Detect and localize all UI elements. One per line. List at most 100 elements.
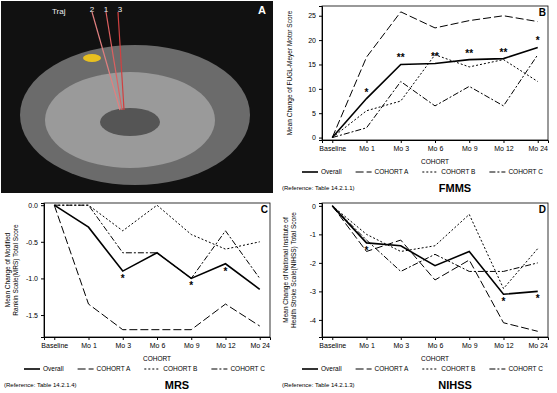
image-label: 2 [90,5,95,14]
legend-label: COHORT A [97,365,131,372]
legend-entry: COHORT C [211,365,265,372]
y-tick: 25 [308,12,322,19]
x-tick-label: Mo 24 [528,342,548,349]
x-tick: Mo 3 [393,337,409,349]
x-tick: Baseline [319,140,346,152]
y-tick-mark [319,206,322,207]
legend-entry: COHORT B [144,365,197,372]
x-tick: Mo 1 [359,337,375,349]
legend-title: COHORT [421,158,449,165]
legend-entry: COHORT A [78,365,131,372]
y-axis-title: Mean Change of ModifiedRankin Scale(MRS)… [4,224,20,316]
y-tick-mark [41,205,44,206]
legend-label: COHORT B [441,365,475,372]
x-axis-line [323,338,549,341]
legend-swatch [211,369,227,370]
x-tick: Mo 6 [150,337,166,349]
x-tick-mark [401,337,402,340]
series-line [332,206,537,294]
series-group [332,12,537,138]
x-tick-label: Mo 1 [359,145,375,152]
y-axis-line [319,204,323,338]
legend-swatch [422,172,438,173]
x-tick: Mo 12 [494,337,514,349]
annotation: * [365,245,369,256]
annotation: * [536,293,540,304]
legend-swatch [489,369,505,370]
y-axis: 0.0-0.5-1.0-1.5 [26,202,45,338]
series-line [332,206,537,272]
y-tick-label: 10 [308,86,316,93]
legend-entry: COHORT A [356,365,409,372]
legend-label: COHORT A [375,168,409,175]
legend-entry: Overall [302,365,342,372]
x-tick-label: Mo 9 [184,342,200,349]
x-tick: Mo 24 [528,337,548,349]
x-tick-label: Mo 1 [359,342,375,349]
trajectory [118,12,124,110]
y-axis-line [319,7,323,141]
x-axis-line [323,141,549,144]
x-tick: Mo 1 [359,140,375,152]
y-tick-mark [319,291,322,292]
plot: 0-1-2-3-4BaselineMo 1Mo 3Mo 6Mo 9Mo 12Mo… [310,203,549,349]
x-tick-mark [367,140,368,143]
y-axis-title: Mean Change of FUGL-Meyer Motor Score [286,10,294,135]
y-tick-label: 25 [308,12,316,19]
y-axis-line [41,204,45,338]
x-axis: BaselineMo 1Mo 3Mo 6Mo 9Mo 12Mo 24 [41,337,270,349]
x-tick-label: Mo 12 [494,342,514,349]
y-tick-label: 15 [308,61,316,68]
y-tick: -3 [310,288,322,295]
y-tick-label: -3 [310,288,316,295]
series-line [332,55,537,138]
series-line [332,206,537,331]
x-tick: Mo 24 [528,140,548,152]
x-tick: Mo 9 [184,337,200,349]
legend-swatch [302,171,318,173]
annotation: ** [465,48,473,59]
legend-entry: COHORT B [422,168,475,175]
x-tick-label: Mo 1 [81,342,97,349]
legend-swatch [302,368,318,370]
y-tick: -2 [310,260,322,267]
plot: 0510152025BaselineMo 1Mo 3Mo 6Mo 9Mo 12M… [308,6,548,152]
y-tick-mark [41,242,44,243]
series-line [54,205,259,278]
x-tick-label: Mo 24 [250,342,270,349]
x-tick-label: Baseline [41,342,68,349]
legend-swatch [24,368,40,370]
x-tick-mark [332,337,333,340]
legend-entry: Overall [24,365,64,372]
x-tick-mark [435,140,436,143]
y-tick-mark [319,89,322,90]
chart: 0510152025BaselineMo 1Mo 3Mo 6Mo 9Mo 12M… [282,6,549,194]
series-line [332,12,537,138]
series-line [54,205,259,249]
chart-title: FMMS [439,182,471,194]
y-axis: 0510152025 [308,7,322,142]
annotation: * [536,35,540,46]
x-tick: Mo 12 [216,337,236,349]
x-tick-mark [435,337,436,340]
y-tick: 0.0 [28,202,44,209]
x-tick-mark [503,140,504,143]
y-tick: 10 [308,86,322,93]
y-tick-mark [319,138,322,139]
y-tick-label: -4 [310,317,316,324]
y-tick-label: 0.0 [28,202,38,209]
y-tick: 0 [312,134,322,141]
y-tick-mark [319,320,322,321]
x-tick: Mo 3 [393,140,409,152]
plot-frame [44,203,270,337]
legend-entry: COHORT C [489,365,543,372]
x-tick: Mo 9 [462,140,478,152]
y-tick: -1 [310,231,322,238]
legend-label: Overall [43,365,64,372]
y-tick-mark [41,278,44,279]
image-label: 1 [104,5,109,14]
panel-label: B [539,7,546,18]
plot-frame [322,203,548,337]
brain-shape [20,45,250,185]
plot: 0.0-0.5-1.0-1.5BaselineMo 1Mo 3Mo 6Mo 9M… [26,202,271,349]
